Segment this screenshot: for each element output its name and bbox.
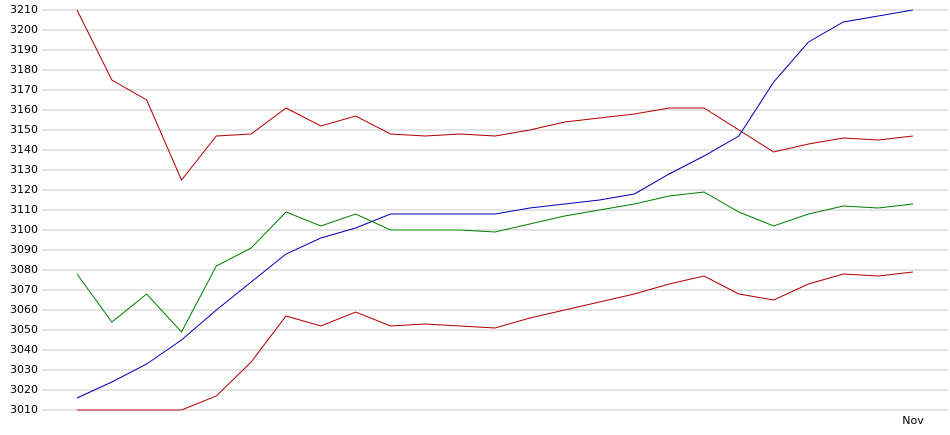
series-line <box>77 271 914 411</box>
series-line <box>76 9 914 399</box>
y-tick-label: 3110 <box>10 203 38 216</box>
y-tick-label: 3070 <box>10 283 38 296</box>
y-tick-label: 3080 <box>10 263 38 276</box>
y-tick-label: 3170 <box>10 83 38 96</box>
y-tick-label: 3060 <box>10 303 38 316</box>
y-tick-label: 3210 <box>10 3 38 16</box>
y-tick-label: 3010 <box>10 403 38 416</box>
y-tick-label: 3130 <box>10 163 38 176</box>
y-tick-label: 3150 <box>10 123 38 136</box>
y-tick-label: 3090 <box>10 243 38 256</box>
y-tick-label: 3160 <box>10 103 38 116</box>
y-tick-label: 3140 <box>10 143 38 156</box>
series-line <box>76 9 914 181</box>
y-tick-label: 3190 <box>10 43 38 56</box>
y-tick-label: 3200 <box>10 23 38 36</box>
y-tick-label: 3020 <box>10 383 38 396</box>
y-tick-label: 3100 <box>10 223 38 236</box>
y-tick-label: 3120 <box>10 183 38 196</box>
y-tick-label: 3030 <box>10 363 38 376</box>
y-tick-label: 3040 <box>10 343 38 356</box>
x-tick-label: Nov <box>902 414 924 427</box>
y-tick-label: 3180 <box>10 63 38 76</box>
y-tick-label: 3050 <box>10 323 38 336</box>
series-line <box>76 191 914 333</box>
